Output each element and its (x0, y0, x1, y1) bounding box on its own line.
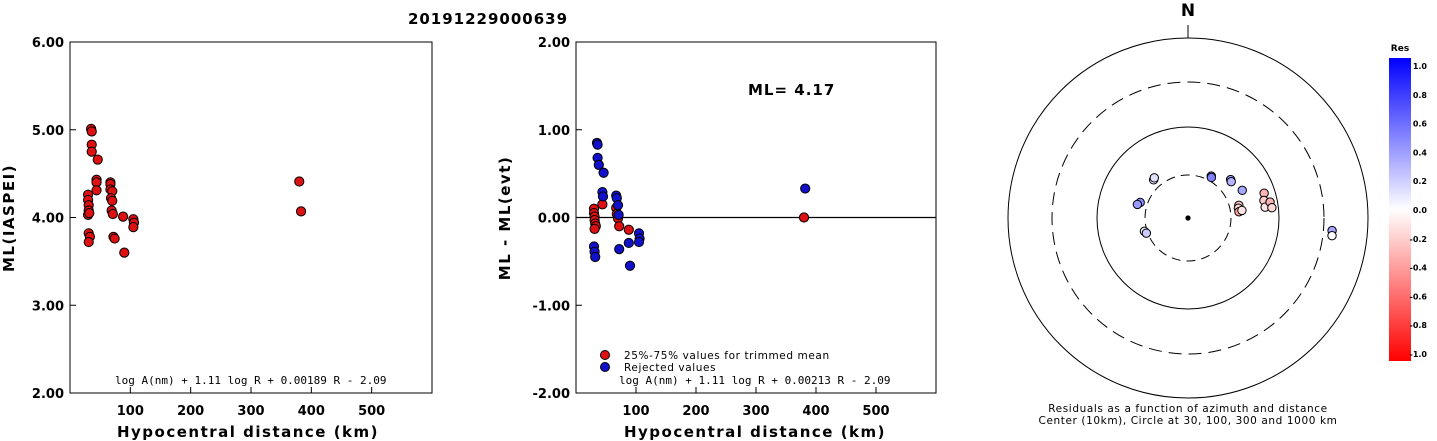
data-point (613, 209, 624, 220)
station-point (1237, 205, 1247, 216)
colorbar-tick-label: 0.8 (1413, 91, 1428, 100)
data-point (798, 212, 810, 223)
data-point (590, 251, 601, 263)
panel-ml-residual: ML - ML(evt) Hypocentral distance (km) M… (496, 36, 937, 441)
x-tick-label: 200 (177, 404, 204, 419)
data-point (633, 236, 645, 248)
data-point (84, 208, 95, 219)
data-point (623, 237, 634, 249)
legend-marker-accepted (600, 350, 610, 360)
x-axis-label: Hypocentral distance (km) (624, 423, 886, 441)
data-point (128, 222, 139, 233)
station-point (1237, 185, 1247, 196)
x-tick-label: 300 (742, 404, 769, 419)
data-point (83, 236, 94, 248)
ring-100km (1096, 126, 1280, 310)
colorbar-tick-label: 0.4 (1413, 148, 1428, 157)
formula: log A(nm) + 1.11 log R + 0.00213 R - 2.0… (619, 374, 891, 387)
y-tick-label: 6.00 (32, 36, 64, 51)
x-tick-label: 300 (237, 404, 264, 419)
colorbar-label: Res (1391, 44, 1409, 54)
station-point (1149, 173, 1160, 183)
north-label: N (1181, 1, 1195, 21)
x-tick-label: 100 (117, 404, 144, 419)
data-point (117, 211, 129, 222)
data-point (597, 191, 609, 202)
data-point (86, 146, 97, 157)
data-point (92, 154, 103, 165)
data-point (589, 223, 600, 235)
panel-ml-iaspei: ML(IASPEI) Hypocentral distance (km) log… (0, 36, 433, 441)
station-point (1132, 199, 1143, 210)
data-point (86, 126, 97, 137)
data-point (107, 195, 118, 206)
colorbar-tick-label: -0.2 (1410, 235, 1428, 244)
data-point (295, 206, 307, 217)
x-tick-label: 500 (358, 404, 385, 419)
y-tick-label: 5.00 (32, 124, 64, 139)
data-point (614, 243, 625, 255)
data-point (592, 139, 603, 150)
x-tick-label: 500 (862, 404, 889, 419)
colorbar-tick-label: -0.6 (1410, 292, 1428, 301)
x-tick-label: 400 (298, 404, 325, 419)
ring-300km (1051, 81, 1325, 355)
colorbar-tick-label: 1.0 (1413, 62, 1428, 71)
polar-caption-line-2: Center (10km), Circle at 30, 100, 300 an… (1039, 415, 1338, 427)
colorbar-tick-label: -0.4 (1410, 264, 1428, 273)
colorbar-tick-label: -0.8 (1410, 321, 1428, 330)
y-axis-label: ML(IASPEI) (0, 164, 18, 272)
data-point (598, 167, 609, 178)
legend-label-rejected: Rejected values (624, 362, 716, 374)
data-point (623, 224, 634, 235)
data-point (800, 183, 811, 194)
station-point (1327, 230, 1337, 241)
data-point (109, 233, 120, 244)
data-point (612, 200, 624, 211)
y-tick-label: 2.00 (538, 36, 570, 51)
legend-label-accepted: 25%-75% values for trimmed mean (624, 350, 830, 362)
y-axis-label: ML - ML(evt) (496, 156, 514, 280)
polar-caption-line-1: Residuals as a function of azimuth and d… (1048, 403, 1328, 415)
data-point (294, 176, 305, 187)
ring-30km (1144, 174, 1232, 262)
station-point (1141, 228, 1152, 238)
data-point (107, 208, 118, 220)
data-point (624, 260, 636, 271)
colorbar-tick-label: -1.0 (1410, 350, 1428, 359)
data-point (593, 159, 604, 170)
y-tick-label: -1.00 (533, 299, 570, 314)
data-point (91, 185, 102, 196)
colorbar-tick-label: 0.0 (1413, 206, 1428, 215)
panel-azimuth-residuals: N Residuals as a function of azimuth and… (1007, 1, 1369, 427)
x-tick-label: 200 (682, 404, 709, 419)
station-point (1267, 202, 1277, 213)
y-tick-label: 4.00 (32, 212, 64, 227)
colorbar-tick-label: 0.2 (1413, 177, 1427, 186)
figure-title: 20191229000639 (408, 10, 568, 28)
epicenter-marker (1185, 215, 1191, 221)
y-tick-label: 3.00 (32, 299, 64, 314)
y-tick-label: 1.00 (538, 124, 570, 139)
legend-marker-rejected (600, 362, 610, 372)
x-tick-label: 100 (622, 404, 649, 419)
colorbar-tick-label: 0.6 (1413, 120, 1428, 129)
station-point (1226, 177, 1236, 187)
data-point (119, 247, 130, 258)
y-tick-label: -2.00 (533, 387, 570, 402)
formula: log A(nm) + 1.11 log R + 0.00189 R - 2.0… (115, 374, 387, 387)
colorbar: Res 1.0 0.8 0.6 0.4 0.2 0.0 -0.2 -0.4 -0.6 -0.8 -1… (1389, 44, 1427, 361)
ml-annotation: ML= 4.17 (748, 81, 835, 99)
station-point (1206, 172, 1217, 183)
x-tick-label: 400 (802, 404, 829, 419)
y-tick-label: 0.00 (538, 212, 570, 227)
data-point (614, 221, 625, 232)
x-axis-label: Hypocentral distance (km) (117, 423, 379, 441)
y-tick-label: 2.00 (32, 387, 64, 402)
colorbar-gradient (1389, 58, 1411, 361)
